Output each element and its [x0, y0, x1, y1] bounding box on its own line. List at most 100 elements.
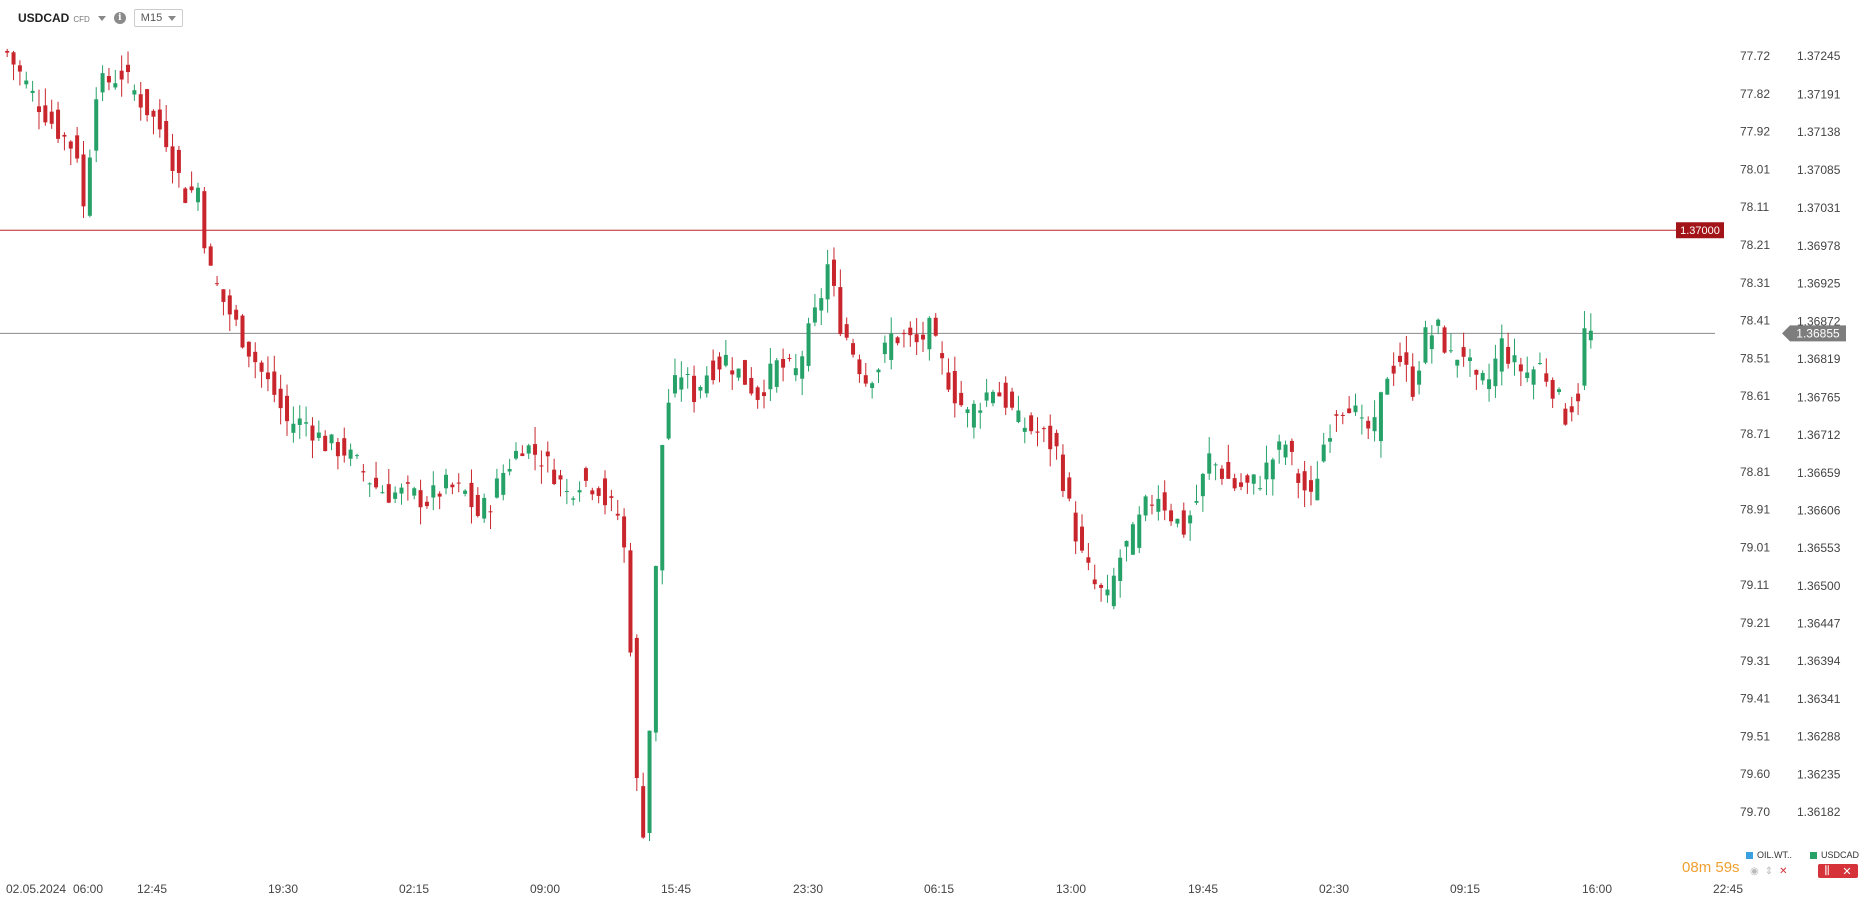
- candle-body: [456, 482, 461, 484]
- candle-body: [946, 372, 951, 390]
- y-tick-label: 1.36500: [1797, 579, 1841, 593]
- oil-tick-label: 79.41: [1740, 692, 1770, 706]
- legend-usdcad[interactable]: USDCAD: [1810, 850, 1859, 860]
- candle-body: [533, 444, 538, 455]
- candle-body: [1232, 478, 1237, 489]
- oil-tick-label: 79.60: [1740, 767, 1770, 781]
- candle-body: [1410, 366, 1415, 397]
- candle-body: [437, 493, 442, 497]
- candle-body: [1448, 350, 1453, 352]
- timeframe-select[interactable]: M15: [133, 9, 184, 27]
- candle-body: [952, 371, 957, 404]
- candle-body: [304, 422, 309, 424]
- candle-body: [1073, 512, 1078, 542]
- candle-body: [1544, 373, 1549, 382]
- oil-tick-label: 79.01: [1740, 540, 1770, 554]
- candle-body: [367, 483, 372, 485]
- candle-body: [990, 391, 995, 404]
- candle-body: [106, 76, 111, 83]
- candle-body: [1041, 428, 1046, 430]
- candle-body: [583, 468, 588, 481]
- candle-body: [774, 360, 779, 387]
- candle-body: [1149, 504, 1154, 506]
- candle-body: [908, 327, 913, 336]
- candle-body: [335, 442, 340, 457]
- sort-icon[interactable]: ⇕: [1764, 866, 1774, 877]
- oil-controls: ◉ ⇕ ✕: [1750, 866, 1788, 877]
- candle-body: [1334, 414, 1339, 416]
- candle-body: [412, 488, 417, 496]
- candle-body: [736, 368, 741, 378]
- candle-body: [170, 146, 175, 171]
- candle-body: [997, 392, 1002, 397]
- candle-body: [1417, 370, 1422, 385]
- candle-body: [1391, 365, 1396, 374]
- candle-body: [62, 134, 67, 137]
- x-tick-label: 16:00: [1582, 882, 1612, 896]
- legend-oil[interactable]: OIL.WT..: [1746, 850, 1792, 860]
- remove-icon[interactable]: ✕: [1842, 865, 1852, 878]
- x-tick-label: 06:00: [73, 882, 103, 896]
- candle-body: [781, 358, 786, 368]
- candle-body: [1067, 477, 1072, 499]
- candle-body: [590, 490, 595, 495]
- candle-body: [520, 453, 525, 457]
- candle-body: [1270, 459, 1275, 480]
- candle-body: [1239, 482, 1244, 487]
- candle-body: [507, 468, 512, 472]
- candle-body: [424, 501, 429, 507]
- candle-body: [30, 90, 35, 93]
- symbol-dropdown-icon[interactable]: [97, 15, 106, 21]
- candle-body: [1277, 441, 1282, 450]
- candle-body: [43, 105, 48, 123]
- oil-tick-label: 79.70: [1740, 805, 1770, 819]
- timer-minutes: 08: [1682, 859, 1699, 876]
- candle-body: [145, 89, 150, 116]
- eye-icon[interactable]: ◉: [1750, 866, 1759, 877]
- candle-body: [685, 374, 690, 376]
- candle-body: [1251, 474, 1256, 484]
- candle-body: [787, 357, 792, 359]
- candle-body: [1200, 473, 1205, 497]
- candle-body: [405, 482, 410, 484]
- candle-body: [1442, 327, 1447, 353]
- candle-body: [653, 566, 658, 733]
- candle-body: [1353, 405, 1358, 413]
- y-tick-label: 1.37085: [1797, 163, 1841, 177]
- candle-body: [571, 498, 576, 500]
- candle-body: [450, 484, 455, 488]
- y-tick-label: 1.36872: [1797, 314, 1841, 328]
- candle-body: [1455, 359, 1460, 366]
- symbol-label[interactable]: USDCAD: [18, 11, 70, 25]
- candle-body: [1359, 417, 1364, 419]
- candle-body: [1537, 362, 1542, 364]
- candle-body: [755, 387, 760, 400]
- candle-body: [380, 492, 385, 494]
- x-tick-label: 09:15: [1450, 882, 1480, 896]
- candle-body: [730, 370, 735, 375]
- y-tick-label: 1.37138: [1797, 125, 1841, 139]
- candles-icon[interactable]: ⫼: [1824, 864, 1830, 877]
- candle-body: [1506, 346, 1511, 364]
- candle-body: [1576, 393, 1581, 402]
- candle-body: [564, 491, 569, 493]
- candle-body: [494, 478, 499, 498]
- candle-body: [126, 64, 131, 73]
- x-tick-label: 06:15: [924, 882, 954, 896]
- candle-body: [762, 392, 767, 397]
- candle-body: [1003, 382, 1008, 408]
- candle-body: [513, 450, 518, 459]
- info-icon[interactable]: i: [113, 12, 126, 24]
- close-icon[interactable]: ✕: [1779, 866, 1788, 877]
- candle-body: [1480, 372, 1485, 381]
- candle-body: [482, 497, 487, 519]
- candle-body: [316, 432, 321, 438]
- candle-body: [1283, 444, 1288, 458]
- candle-body: [157, 109, 162, 130]
- candle-body: [863, 375, 868, 384]
- candle-body: [984, 392, 989, 401]
- x-tick-label: 19:45: [1188, 882, 1218, 896]
- candle-body: [215, 283, 220, 285]
- candle-body: [742, 360, 747, 385]
